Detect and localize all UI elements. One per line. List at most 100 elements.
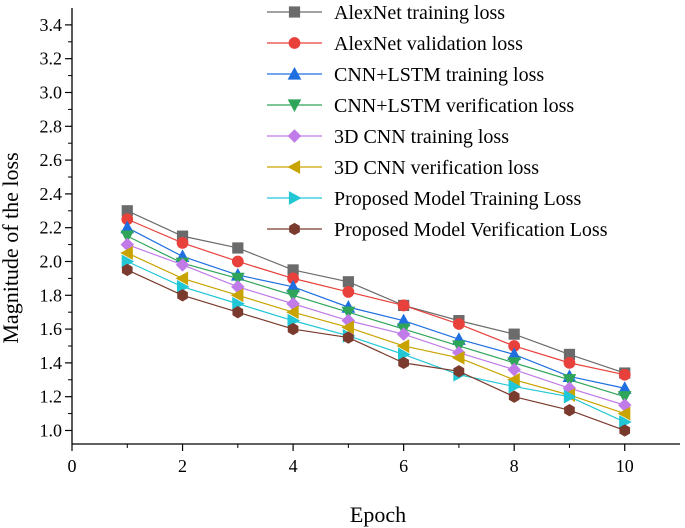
legend: AlexNet training loss AlexNet validation …	[267, 2, 608, 241]
legend-marker	[289, 222, 300, 236]
data-point	[120, 246, 133, 260]
data-point	[507, 362, 521, 377]
legend-marker	[288, 191, 302, 205]
series-7	[121, 254, 632, 429]
data-point	[286, 289, 300, 303]
data-point	[508, 328, 520, 340]
x-tick-label: 0	[68, 456, 77, 476]
data-point	[232, 306, 244, 319]
y-tick-label: 1.8	[40, 285, 63, 305]
axes: 0 2 4 6 8 10 1.0 1.2 1.4 1.6 1.8 2.0 2.2 2.4 2.6 2.8 3.0…	[40, 8, 680, 476]
data-point	[121, 263, 133, 277]
legend-marker	[287, 129, 302, 143]
x-tick-label: 6	[399, 456, 408, 476]
series-8	[121, 263, 631, 437]
series-3	[120, 220, 632, 394]
data-point	[286, 305, 299, 320]
legend-label: 3D CNN verification loss	[334, 157, 539, 179]
x-tick-label: 4	[289, 456, 298, 476]
data-point	[230, 288, 244, 303]
data-point	[396, 339, 410, 353]
data-point	[617, 406, 631, 421]
data-point	[563, 356, 576, 369]
series-line	[127, 252, 625, 415]
data-point	[453, 318, 465, 330]
series-5	[120, 237, 632, 412]
y-tick-label: 1.2	[40, 387, 63, 407]
data-point	[508, 390, 520, 403]
legend-label: CNN+LSTM training loss	[334, 64, 544, 86]
series-4	[120, 230, 632, 404]
legend-label: AlexNet training loss	[334, 2, 505, 24]
data-point	[175, 258, 190, 272]
data-point	[562, 374, 577, 387]
data-point	[564, 404, 575, 417]
y-tick-label: 3.0	[40, 82, 63, 102]
data-point	[120, 230, 135, 244]
series-line	[127, 210, 625, 374]
legend-marker	[288, 6, 301, 18]
data-point	[342, 286, 355, 298]
y-tick-label: 1.0	[40, 420, 63, 440]
y-tick-label: 2.8	[40, 116, 63, 136]
legend-entry: CNN+LSTM verification loss	[267, 95, 574, 117]
data-point	[231, 255, 244, 268]
legend-entry: AlexNet training loss	[267, 2, 505, 24]
data-point	[398, 356, 409, 370]
y-tick-label: 2.4	[40, 184, 63, 204]
y-tick-label: 1.6	[40, 319, 63, 339]
series-line	[127, 218, 625, 376]
legend-entry: 3D CNN training loss	[267, 126, 509, 148]
data-point	[175, 271, 189, 286]
legend-entry: CNN+LSTM training loss	[267, 64, 544, 86]
data-point	[341, 306, 356, 320]
legend-entry: Proposed Model Training Loss	[267, 188, 581, 210]
legend-label: 3D CNN training loss	[334, 126, 509, 148]
data-point	[508, 379, 522, 394]
legend-label: CNN+LSTM verification loss	[334, 95, 574, 117]
data-point	[176, 236, 189, 249]
data-point	[397, 299, 410, 312]
data-point	[177, 289, 188, 302]
y-axis-label: Magnitude of the loss	[0, 152, 23, 343]
series-2	[121, 213, 631, 381]
y-tick-label: 2.6	[40, 150, 63, 170]
data-point	[563, 389, 577, 404]
x-axis-label: Epoch	[350, 502, 406, 527]
legend-entry: Proposed Model Verification Loss	[267, 219, 608, 241]
x-tick-label: 8	[510, 456, 519, 476]
data-point	[232, 242, 244, 254]
data-point	[617, 391, 632, 404]
data-point	[342, 276, 354, 288]
y-tick-label: 3.4	[40, 15, 63, 35]
legend-marker	[287, 66, 302, 80]
legend-label: Proposed Model Training Loss	[334, 188, 581, 210]
legend-marker	[287, 99, 302, 113]
series-line	[126, 227, 625, 389]
series-line	[127, 235, 625, 398]
x-tick-label: 10	[616, 456, 634, 476]
data-point	[396, 327, 411, 341]
legend-entry: AlexNet validation loss	[267, 33, 523, 55]
data-point	[451, 350, 465, 365]
y-tick-label: 1.4	[40, 353, 63, 373]
legend-label: Proposed Model Verification Loss	[334, 219, 608, 241]
legend-marker	[287, 160, 301, 174]
series-layer	[120, 205, 632, 437]
series-line	[127, 260, 625, 423]
y-tick-label: 2.0	[40, 251, 63, 271]
series-line	[127, 244, 625, 406]
legend-entry: 3D CNN verification loss	[267, 157, 539, 179]
data-point	[287, 322, 299, 336]
legend-marker	[288, 37, 301, 49]
y-tick-label: 2.2	[40, 218, 63, 238]
data-point	[618, 368, 631, 381]
data-point	[230, 272, 245, 286]
legend-label: AlexNet validation loss	[334, 33, 523, 55]
data-point	[619, 424, 631, 437]
data-point	[341, 320, 354, 335]
data-point	[453, 365, 465, 378]
series-line	[127, 269, 625, 432]
data-point	[343, 331, 354, 344]
